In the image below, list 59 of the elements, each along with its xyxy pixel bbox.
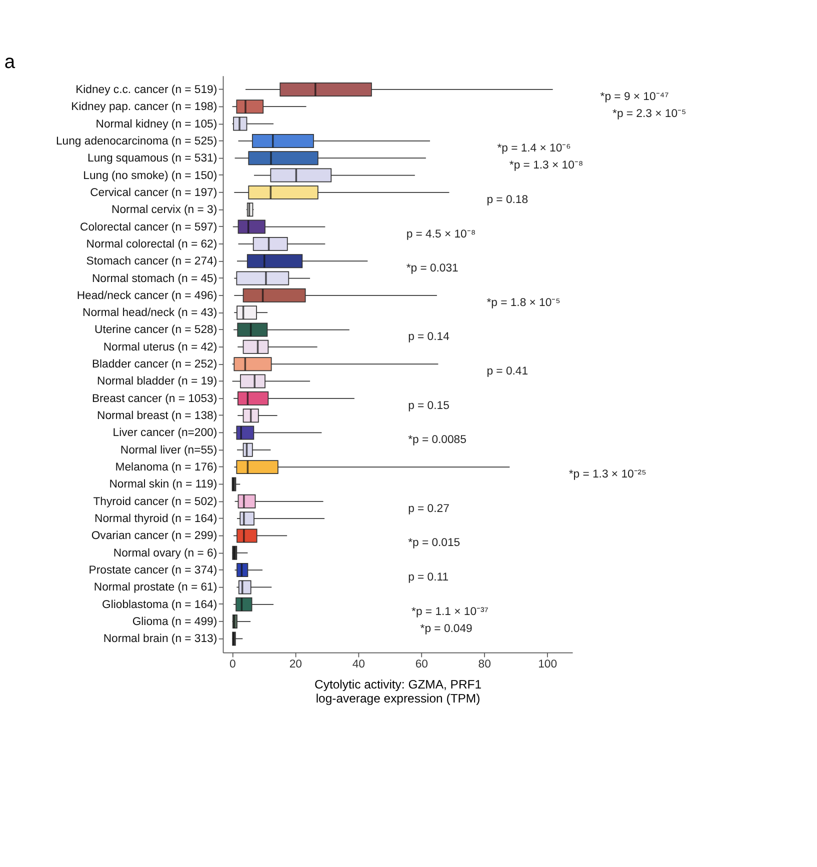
annotation: p = 0.41 — [486, 366, 528, 378]
y-tick-label: Thyroid cancer (n = 502) — [93, 496, 218, 508]
text: a — [4, 52, 16, 73]
y-tick-label: Bladder cancer (n = 252) — [92, 358, 218, 371]
annotation: p = 0.14 — [408, 331, 450, 344]
y-tick-label: Ovarian cancer (n = 299) — [91, 530, 218, 542]
y-tick-label: Stomach cancer (n = 274) — [86, 256, 218, 268]
y-tick-label: Uterine cancer (n = 528) — [94, 324, 218, 336]
y-tick-label: Lung (no smoke) (n = 150) — [83, 170, 218, 182]
x-tick-label: 0 — [230, 658, 236, 671]
y-tick-label: Kidney pap. cancer (n = 198) — [71, 101, 218, 114]
annotation: *p = 1.4 × 10⁻⁶ — [497, 142, 571, 154]
annotation: *p = 1.3 × 10⁻⁸ — [509, 160, 584, 172]
y-tick-label: Lung adenocarcinoma (n = 525) — [56, 135, 218, 148]
y-tick-label: Normal uterus (n = 42) — [103, 341, 218, 354]
y-tick-label: Colorectal cancer (n = 597) — [80, 221, 218, 234]
y-tick-label: Head/neck cancer (n = 496) — [76, 290, 218, 302]
y-tick-label: Normal kidney (n = 105) — [96, 118, 218, 130]
x-axis-title: Cytolytic activity: GZMA, PRF1 log-average expression (TPM) — [314, 678, 482, 706]
y-tick-label: Normal ovary (n = 6) — [113, 547, 218, 560]
y-tick-label: Normal stomach (n = 45) — [92, 272, 218, 285]
x-tick-label: 20 — [289, 658, 302, 671]
x-tick-label: 40 — [352, 658, 365, 671]
annotation: p = 0.27 — [408, 502, 450, 515]
y-tick-label: Normal head/neck (n = 43) — [82, 307, 218, 320]
annotation: p = 4.5 × 10⁻⁸ — [406, 228, 476, 240]
annotation: *p = 0.0085 — [408, 434, 466, 446]
y-tick-label: Cervical cancer (n = 197) — [90, 186, 218, 199]
y-tick-label: Normal colorectal (n = 62) — [86, 238, 218, 250]
y-tick-label: Glioblastoma (n = 164) — [102, 598, 218, 611]
y-tick-label: Liver cancer (n=200) — [112, 427, 218, 440]
y-tick-label: Melanoma (n = 176) — [115, 462, 218, 474]
y-tick-label: Normal prostate (n = 61) — [94, 582, 218, 594]
y-tick-label: Normal bladder (n = 19) — [97, 376, 218, 388]
y-tick-label: Lung squamous (n = 531) — [88, 152, 218, 165]
annotation: *p = 0.049 — [420, 623, 472, 636]
x-tick-label: 80 — [478, 658, 491, 671]
x-tick-label: 60 — [415, 658, 428, 671]
annotation: p = 0.11 — [408, 572, 449, 584]
text: *p = 2.3 × 10⁻⁵ — [612, 108, 686, 120]
annotation: *p = 0.015 — [408, 537, 460, 550]
x-tick-label: 100 — [538, 658, 558, 671]
annotation: p = 0.15 — [408, 400, 450, 412]
y-tick-label: Normal brain (n = 313) — [103, 633, 218, 646]
y-tick-label: Prostate cancer (n = 374) — [88, 564, 218, 577]
y-tick-label: Normal breast (n = 138) — [97, 410, 218, 422]
annotation: *p = 1.1 × 10⁻³⁷ — [412, 606, 488, 618]
y-tick-label: Glioma (n = 499) — [132, 616, 218, 628]
y-tick-label: Normal thyroid (n = 164) — [94, 513, 218, 526]
y-tick-label: Breast cancer (n = 1053) — [92, 392, 218, 405]
annotation: *p = 0.031 — [406, 262, 458, 275]
y-tick-label: Kidney c.c. cancer (n = 519) — [76, 84, 218, 96]
annotation: p = 0.18 — [486, 194, 528, 206]
annotation: *p = 1.3 × 10⁻²⁵ — [568, 468, 646, 481]
y-tick-label: Normal cervix (n = 3) — [112, 204, 218, 216]
y-tick-label: Normal skin (n = 119) — [109, 478, 218, 491]
text: *p = 9 × 10⁻⁴⁷ — [600, 90, 669, 103]
y-tick-label: Normal liver (n=55) — [120, 444, 218, 456]
annotation: *p = 1.8 × 10⁻⁵ — [486, 296, 560, 309]
